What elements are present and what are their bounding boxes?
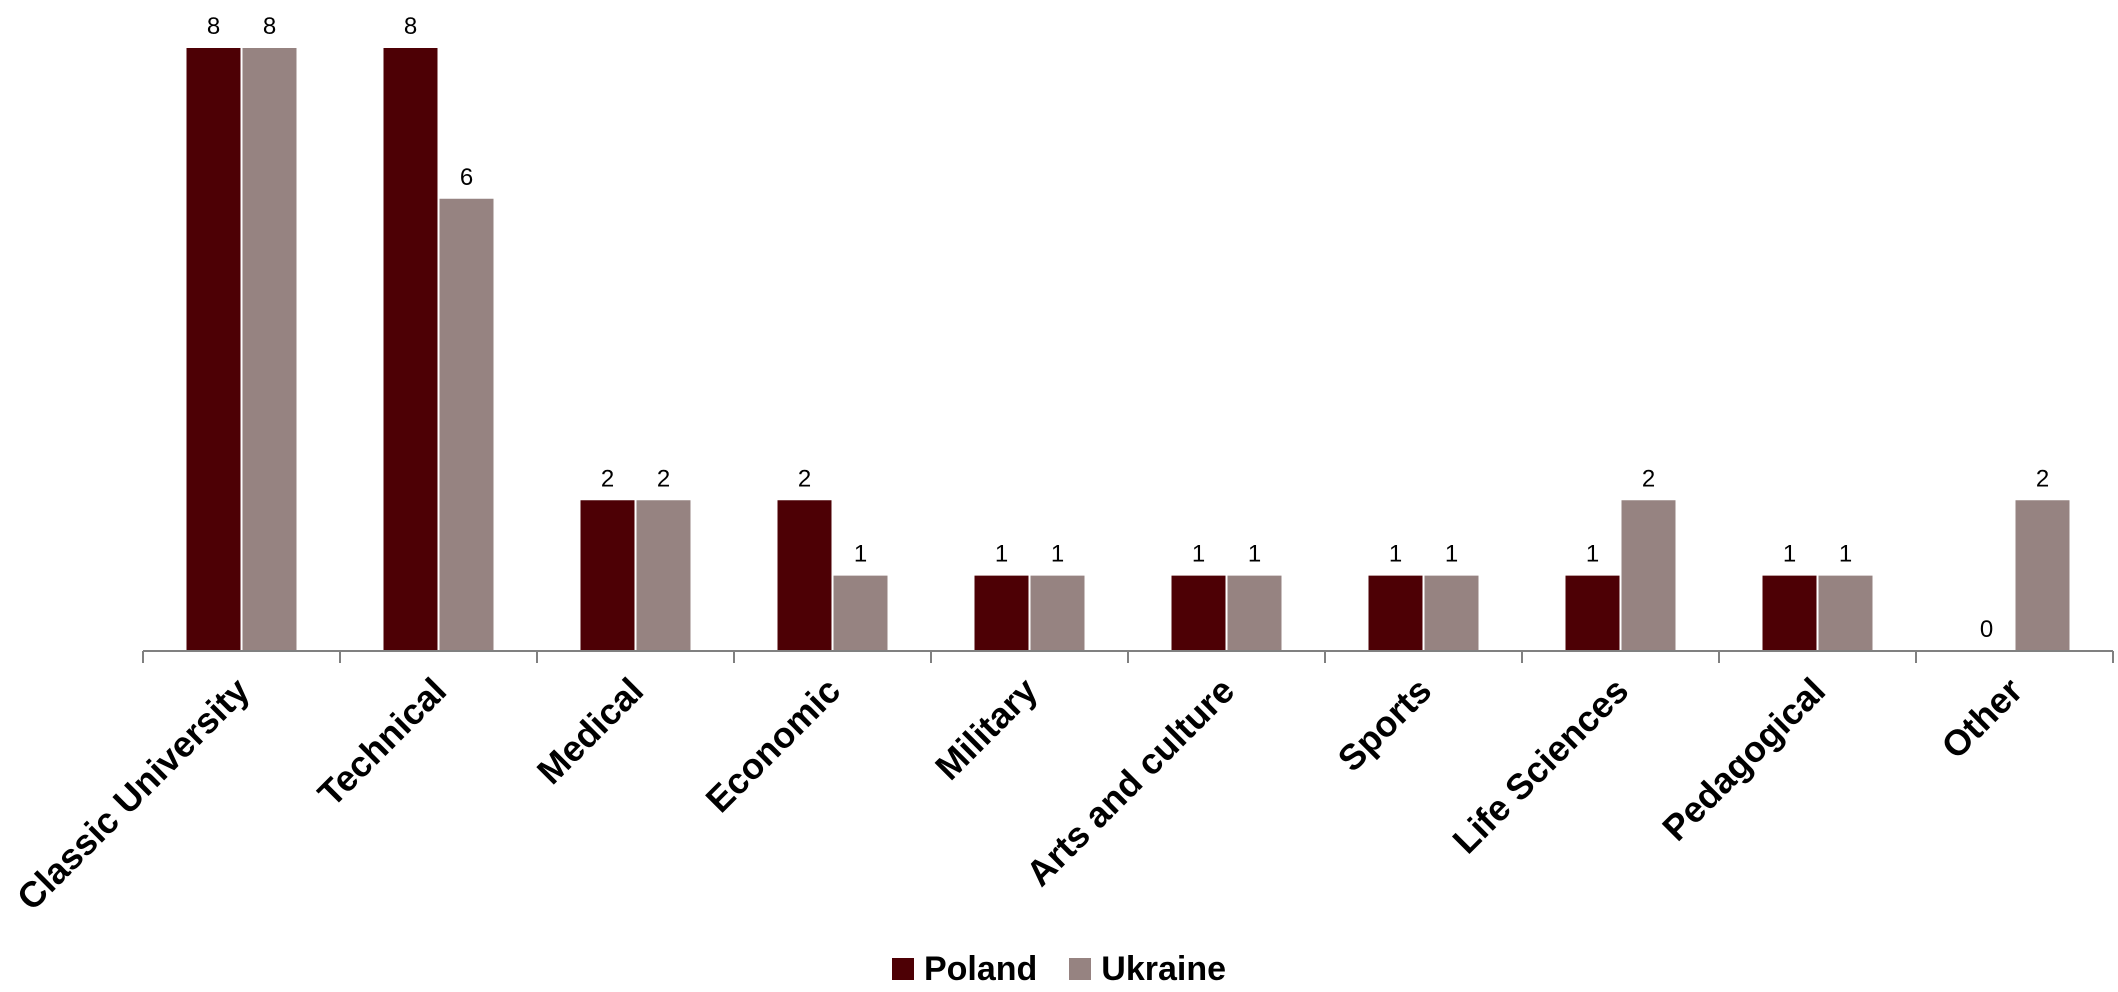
data-label-ukraine-classic-university: 8 <box>263 13 276 40</box>
bar-ukraine-pedagogical <box>1818 575 1873 651</box>
data-label-poland-medical: 2 <box>601 465 614 492</box>
bar-poland-arts-and-culture <box>1171 575 1226 651</box>
bars-layer <box>186 48 2070 651</box>
data-label-ukraine-medical: 2 <box>657 465 670 492</box>
legend-item-ukraine: Ukraine <box>1069 950 1226 989</box>
data-label-poland-pedagogical: 1 <box>1783 541 1796 568</box>
x-tick-label-sports: Sports <box>1330 670 1440 780</box>
x-tick-label-economic: Economic <box>698 670 849 821</box>
x-tick-label-life-sciences: Life Sciences <box>1444 670 1636 862</box>
data-label-poland-classic-university: 8 <box>207 13 220 40</box>
bar-ukraine-medical <box>636 500 691 651</box>
legend-label-poland: Poland <box>923 949 1038 988</box>
bar-ukraine-technical <box>439 198 494 651</box>
bar-ukraine-classic-university <box>242 48 297 651</box>
x-axis <box>142 650 2114 663</box>
x-tick-label-arts-and-culture: Arts and culture <box>1018 670 1242 894</box>
bar-poland-pedagogical <box>1762 575 1817 651</box>
bar-poland-classic-university <box>186 48 241 651</box>
legend-item-poland: Poland <box>891 949 1038 989</box>
data-label-ukraine-military: 1 <box>1051 541 1064 568</box>
legend-label-ukraine: Ukraine <box>1101 949 1227 988</box>
x-tick-label-technical: Technical <box>310 670 455 815</box>
data-label-poland-military: 1 <box>995 541 1008 568</box>
legend-swatch-poland <box>891 958 914 980</box>
bar-ukraine-arts-and-culture <box>1227 575 1282 651</box>
data-label-ukraine-sports: 1 <box>1445 541 1458 568</box>
legend-swatch-ukraine <box>1069 958 1092 980</box>
bar-ukraine-sports <box>1424 575 1479 651</box>
data-label-poland-sports: 1 <box>1389 541 1402 568</box>
bar-poland-sports <box>1368 575 1423 651</box>
bar-ukraine-military <box>1030 575 1085 651</box>
bar-ukraine-life-sciences <box>1621 500 1676 651</box>
bar-poland-economic <box>777 500 832 651</box>
data-label-ukraine-life-sciences: 2 <box>1642 465 1655 492</box>
data-label-ukraine-arts-and-culture: 1 <box>1248 541 1261 568</box>
data-label-poland-technical: 8 <box>404 13 417 40</box>
x-tick-label-classic-university: Classic University <box>9 670 257 918</box>
data-label-ukraine-economic: 1 <box>854 541 867 568</box>
x-tick-labels: Classic University Technical Medical Econom… <box>9 670 2030 918</box>
bar-poland-military <box>974 575 1029 651</box>
bar-ukraine-other <box>2015 500 2070 651</box>
data-label-poland-life-sciences: 1 <box>1586 541 1599 568</box>
data-label-poland-economic: 2 <box>798 465 811 492</box>
x-tick-label-other: Other <box>1933 670 2030 767</box>
value-labels-layer: 8 8 8 6 2 2 2 1 1 1 1 1 1 1 1 2 1 1 0 2 <box>207 13 2049 643</box>
bar-poland-technical <box>383 48 438 651</box>
data-label-ukraine-other: 2 <box>2036 465 2049 492</box>
bar-poland-life-sciences <box>1565 575 1620 651</box>
x-tick-label-pedagogical: Pedagogical <box>1654 670 1833 849</box>
data-label-poland-arts-and-culture: 1 <box>1192 541 1205 568</box>
legend: Poland Ukraine <box>0 946 2118 992</box>
x-tick-label-military: Military <box>927 670 1045 788</box>
data-label-ukraine-pedagogical: 1 <box>1839 541 1852 568</box>
bar-poland-medical <box>580 500 635 651</box>
data-label-ukraine-technical: 6 <box>460 164 473 191</box>
data-label-poland-other: 0 <box>1980 616 1993 643</box>
x-tick-label-medical: Medical <box>529 670 651 792</box>
bar-ukraine-economic <box>833 575 888 651</box>
